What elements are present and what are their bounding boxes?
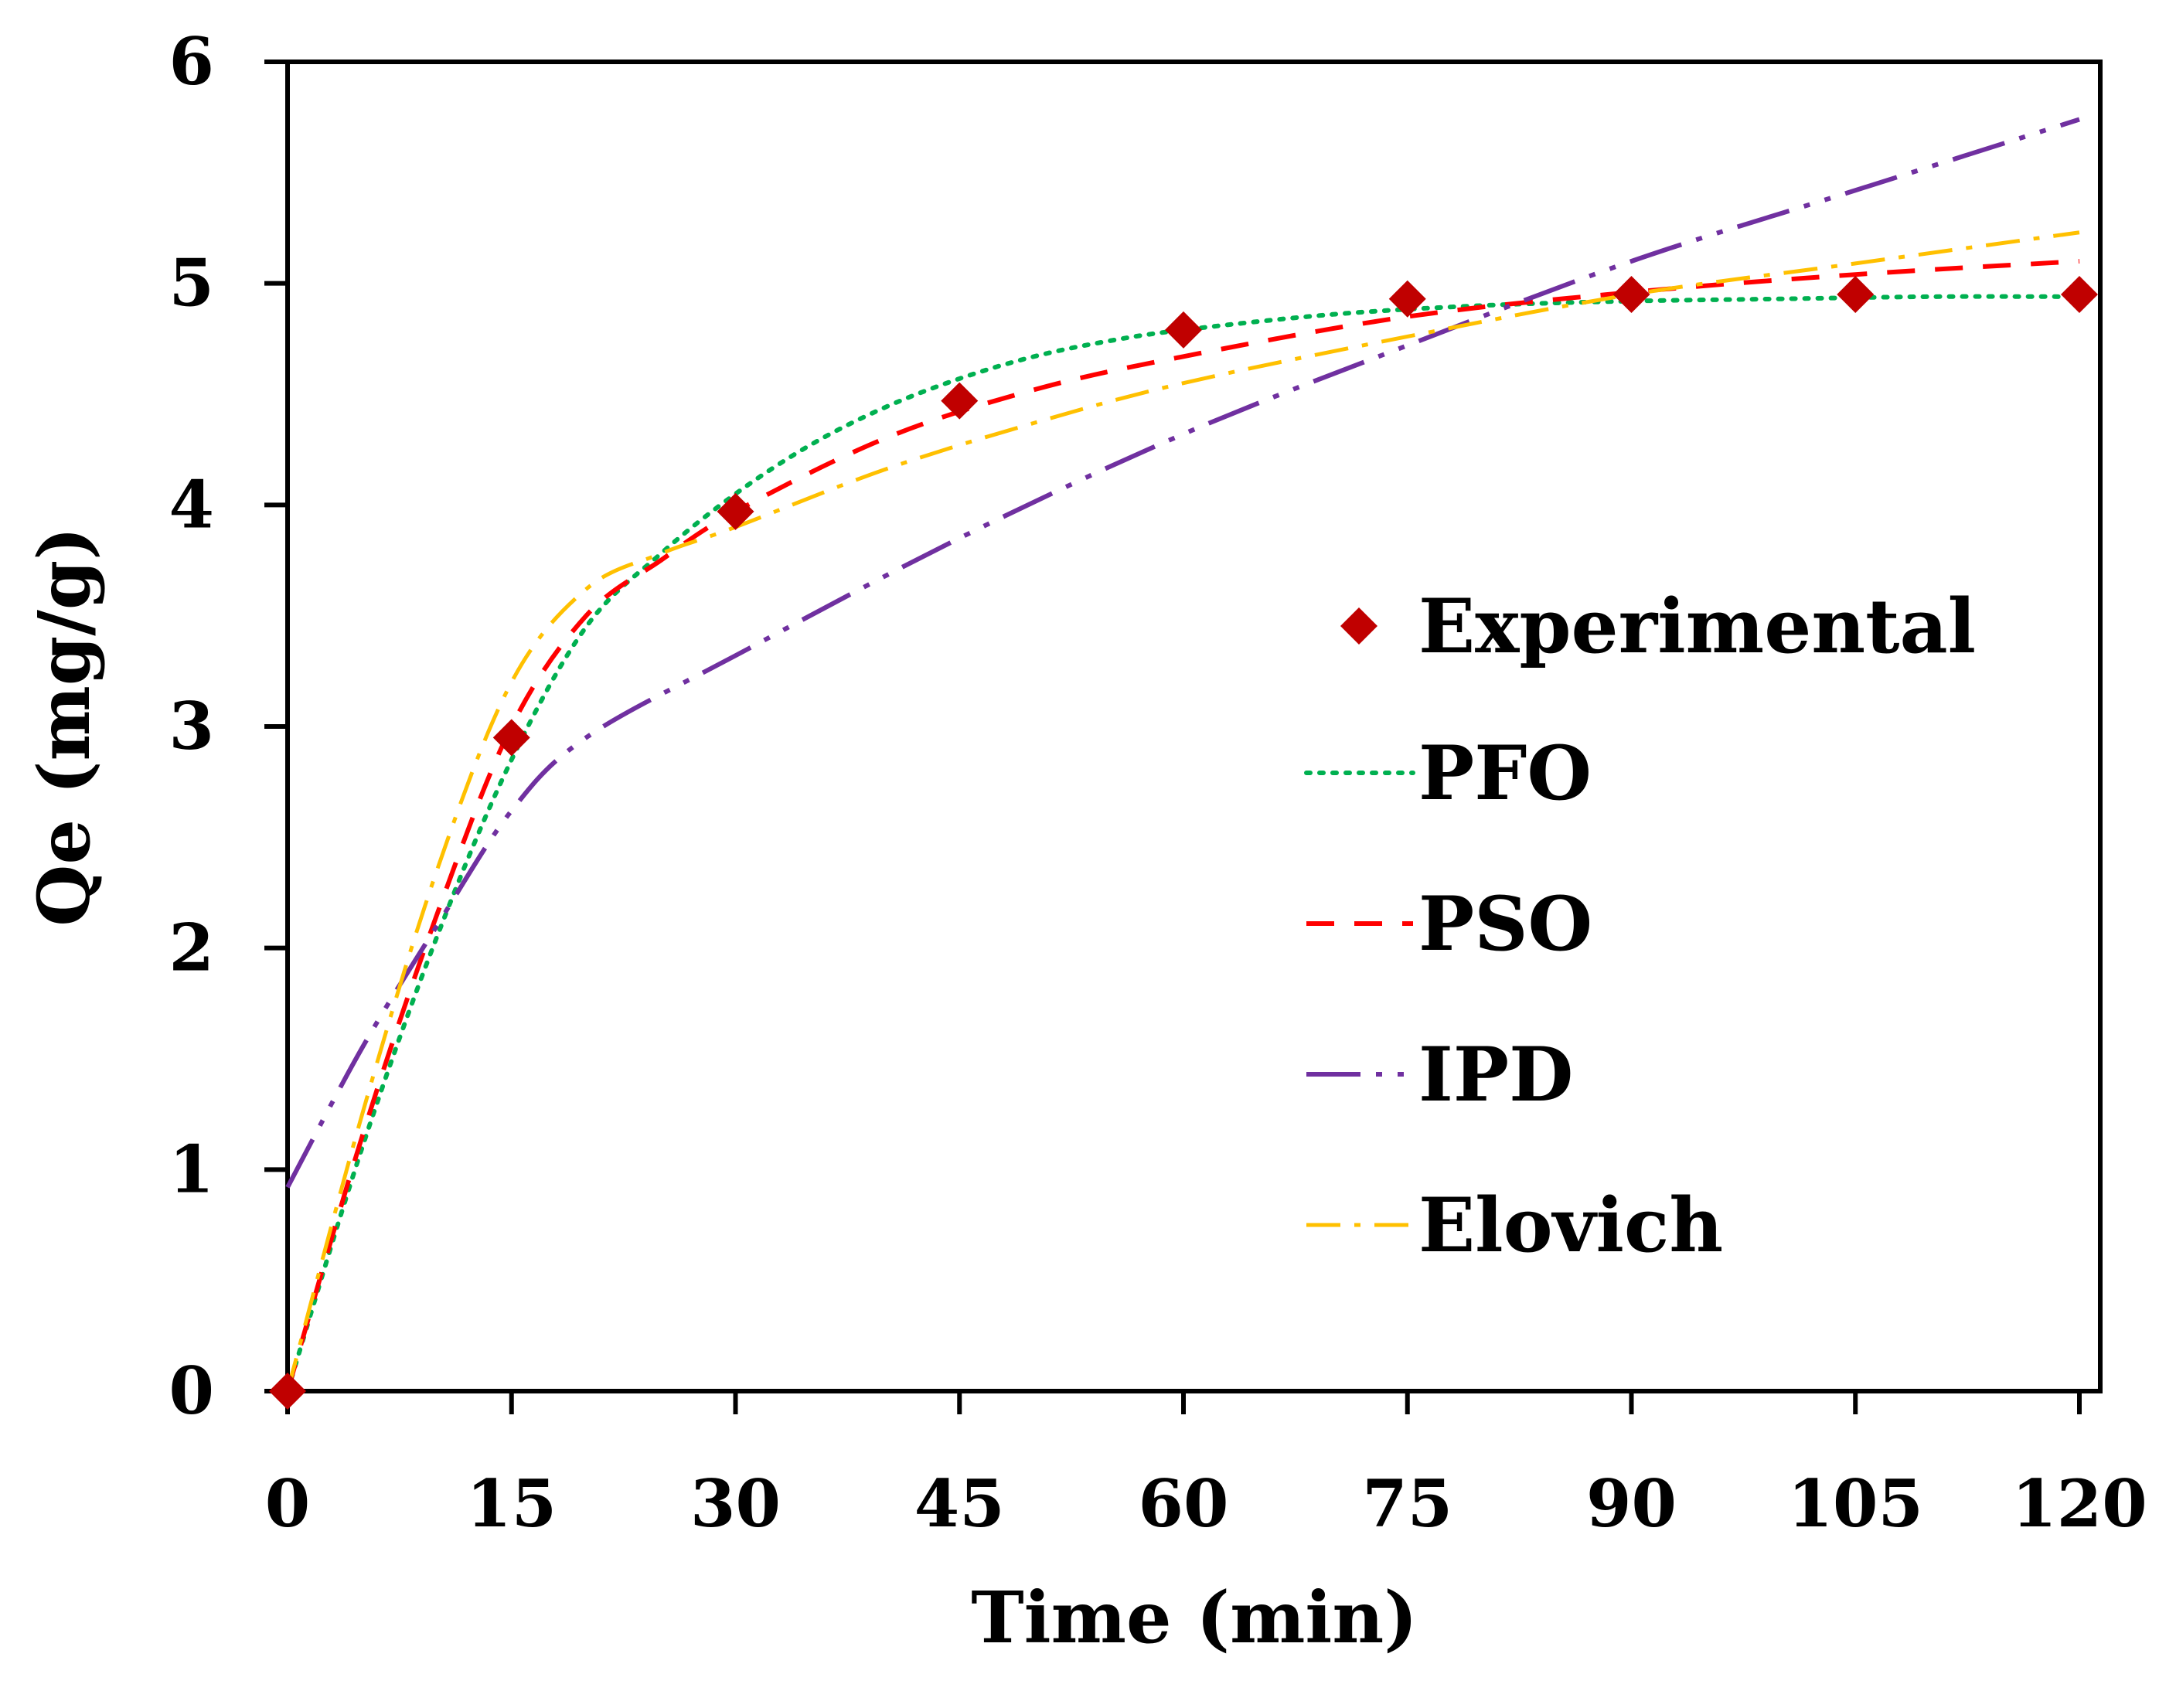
legend-elovich-label: Elovich [1418,1182,1723,1269]
series-pso-line [285,259,2080,1392]
series-ipd-line [285,117,2080,1189]
plot-area-border [285,60,2103,1393]
x-tick-label: 90 [1586,1465,1677,1542]
legend-experimental-label: Experimental [1418,583,1976,670]
y-tick-label: 5 [169,245,214,322]
x-axis-ticks: 0 15 30 45 60 75 90 105 120 [265,1391,2147,1542]
experimental-marker [1165,311,1202,349]
series-pfo-line [285,294,2082,1393]
y-axis-ticks: 0 1 2 3 4 5 6 [169,23,288,1429]
x-tick-label: 30 [690,1465,781,1542]
y-tick-label: 1 [169,1131,214,1207]
experimental-marker [1612,276,1650,313]
x-axis-title: Time (min) [971,1576,1418,1659]
y-tick-label: 6 [169,23,214,100]
y-tick-label: 2 [169,910,214,986]
x-tick-label: 0 [265,1465,310,1542]
legend-ipd-label: IPD [1418,1031,1573,1118]
experimental-marker [492,719,530,757]
experimental-marker [941,382,979,420]
experimental-marker [717,492,754,530]
x-tick-label: 105 [1788,1465,1923,1542]
experimental-marker [2061,276,2098,313]
x-tick-label: 60 [1139,1465,1229,1542]
x-tick-label: 15 [466,1465,557,1542]
y-axis-title: Qe (mg/g) [22,526,106,926]
x-tick-label: 75 [1362,1465,1452,1542]
series-layer [269,117,2098,1410]
experimental-marker [269,1373,306,1410]
series-elovich-line [285,230,2080,1392]
axes-frame [285,60,2103,1393]
y-tick-label: 0 [169,1352,214,1429]
legend: Experimental PFO PSO IPD Elovich [1304,583,1976,1269]
legend-pso-label: PSO [1418,880,1592,968]
x-tick-label: 120 [2011,1465,2147,1542]
experimental-marker [1388,280,1426,318]
legend-pfo-label: PFO [1418,730,1592,817]
x-tick-label: 45 [914,1465,1005,1542]
legend-experimental-swatch [1340,607,1377,645]
y-tick-label: 3 [169,688,214,764]
y-tick-label: 4 [169,466,214,543]
experimental-marker [1837,276,1875,313]
